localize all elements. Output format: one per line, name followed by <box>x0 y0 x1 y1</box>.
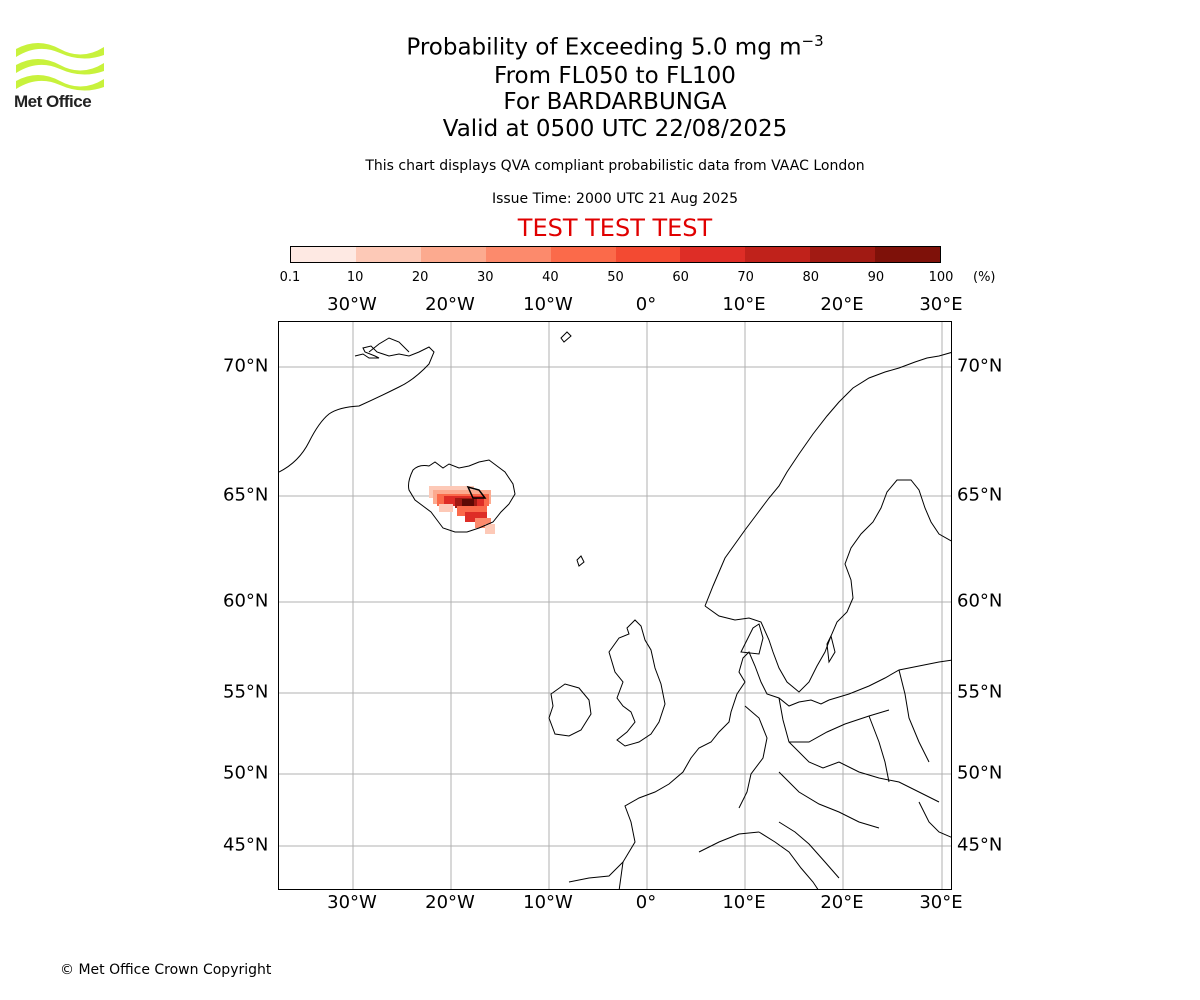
plume-cell <box>457 506 487 516</box>
colorbar-tick-label: 60 <box>672 270 689 285</box>
colorbar-segment <box>875 247 941 262</box>
country-border <box>868 715 890 783</box>
lat-label-right: 55°N <box>957 681 1003 703</box>
lon-label-top: 0° <box>635 294 657 315</box>
lat-label-right: 70°N <box>957 355 1003 377</box>
lat-label-right: 45°N <box>957 834 1003 856</box>
colorbar-tick-label: 30 <box>477 270 494 285</box>
country-border <box>778 697 840 769</box>
ash-plume <box>429 485 495 534</box>
plume-cell <box>475 518 491 528</box>
denmark-coast <box>740 623 764 655</box>
chart-subtitle-levels: From FL050 to FL100 <box>494 63 736 89</box>
france-south-coast <box>698 831 760 853</box>
colorbar-segment <box>485 247 551 262</box>
met-office-logo-waves <box>16 43 104 91</box>
country-border <box>738 705 768 809</box>
colorbar-tick-label: 100 <box>928 270 954 285</box>
norway-coast <box>704 352 951 607</box>
lon-label-bottom: 20°E <box>820 892 864 913</box>
issue-time: Issue Time: 2000 UTC 21 Aug 2025 <box>491 191 739 207</box>
colorbar-segment <box>355 247 421 262</box>
faroe-islands <box>576 555 585 567</box>
lon-label-top: 30°W <box>327 294 377 315</box>
plume-cell <box>465 512 487 522</box>
europe-west-coast <box>618 651 830 889</box>
lat-label-left: 45°N <box>223 834 269 856</box>
chart-title-text: Probability of Exceeding 5.0 mg m <box>406 34 802 61</box>
map-panel[interactable] <box>278 321 952 890</box>
jan-mayen <box>560 331 572 343</box>
iberia-north-coast <box>568 861 624 883</box>
met-office-logo-text: Met Office <box>14 92 92 111</box>
lon-label-bottom: 20°W <box>425 892 475 913</box>
great-britain-coast <box>608 619 666 747</box>
italy-coast <box>758 831 819 889</box>
gotland <box>826 634 836 664</box>
plume-cell <box>439 504 453 512</box>
lat-label-left: 55°N <box>223 681 269 703</box>
colorbar-segment <box>810 247 876 262</box>
plume-cell <box>485 524 495 534</box>
country-border <box>789 709 890 743</box>
colorbar-segment <box>745 247 811 262</box>
colorbar-segment <box>420 247 486 262</box>
lon-label-top: 20°W <box>425 294 475 315</box>
colorbar-unit: (%) <box>973 270 996 285</box>
sweden-finland-coast <box>704 479 951 693</box>
baltic-coast <box>828 659 951 701</box>
adriatic-coast <box>778 821 840 879</box>
colorbar-tick-label: 80 <box>802 270 820 285</box>
ireland-coast <box>548 683 592 737</box>
country-border <box>778 771 880 829</box>
lat-label-left: 60°N <box>223 590 269 612</box>
country-border <box>898 669 930 763</box>
colorbar-tick-label: 70 <box>737 270 754 285</box>
volcano-source-marker <box>466 485 487 499</box>
chart-title: Probability of Exceeding 5.0 mg m−3 <box>0 28 1200 61</box>
lon-label-bottom: 10°W <box>523 892 573 913</box>
colorbar-tick-label: 50 <box>607 270 624 285</box>
lat-label-right: 60°N <box>957 590 1003 612</box>
greenland-coast <box>279 345 435 473</box>
graticule <box>279 322 951 889</box>
lat-label-right: 50°N <box>957 762 1003 784</box>
colorbar-tick-label: 90 <box>867 270 885 285</box>
iceland-coast <box>408 459 516 533</box>
lon-label-top: 30°E <box>919 294 963 315</box>
lat-label-left: 70°N <box>223 355 269 377</box>
colorbar-tick-label: 20 <box>411 270 429 285</box>
chart-description: This chart displays QVA compliant probab… <box>365 158 865 174</box>
chart-title-superscript: −3 <box>801 32 824 50</box>
greenland-coast <box>368 337 410 353</box>
lon-label-bottom: 30°W <box>327 892 377 913</box>
colorbar-tick-label: 0.1 <box>279 270 301 285</box>
plume-cell <box>462 499 474 507</box>
lat-label-right: 65°N <box>957 484 1003 506</box>
lon-label-top: 10°E <box>722 294 766 315</box>
lon-label-top: 10°W <box>523 294 573 315</box>
lon-label-bottom: 0° <box>635 892 657 913</box>
colorbar-segment <box>550 247 616 262</box>
colorbar-segment <box>680 247 746 262</box>
chart-subtitle-volcano: For BARDARBUNGA <box>503 89 727 115</box>
colorbar-tick-label: 10 <box>346 270 364 285</box>
test-label: TEST TEST TEST <box>517 214 713 242</box>
colorbar-segment <box>291 247 356 262</box>
black-sea-coast <box>918 801 951 838</box>
coastlines <box>279 331 951 889</box>
colorbar-segment <box>615 247 681 262</box>
probability-colorbar <box>290 246 941 263</box>
lon-label-bottom: 30°E <box>919 892 963 913</box>
map-canvas <box>279 322 951 889</box>
lon-label-bottom: 10°E <box>722 892 766 913</box>
chart-subtitle-valid-time: Valid at 0500 UTC 22/08/2025 <box>442 116 788 142</box>
lon-label-top: 20°E <box>820 294 864 315</box>
lat-label-left: 50°N <box>223 762 269 784</box>
copyright-notice: © Met Office Crown Copyright <box>60 962 272 978</box>
colorbar-tick-label: 40 <box>542 270 559 285</box>
lat-label-left: 65°N <box>223 484 269 506</box>
